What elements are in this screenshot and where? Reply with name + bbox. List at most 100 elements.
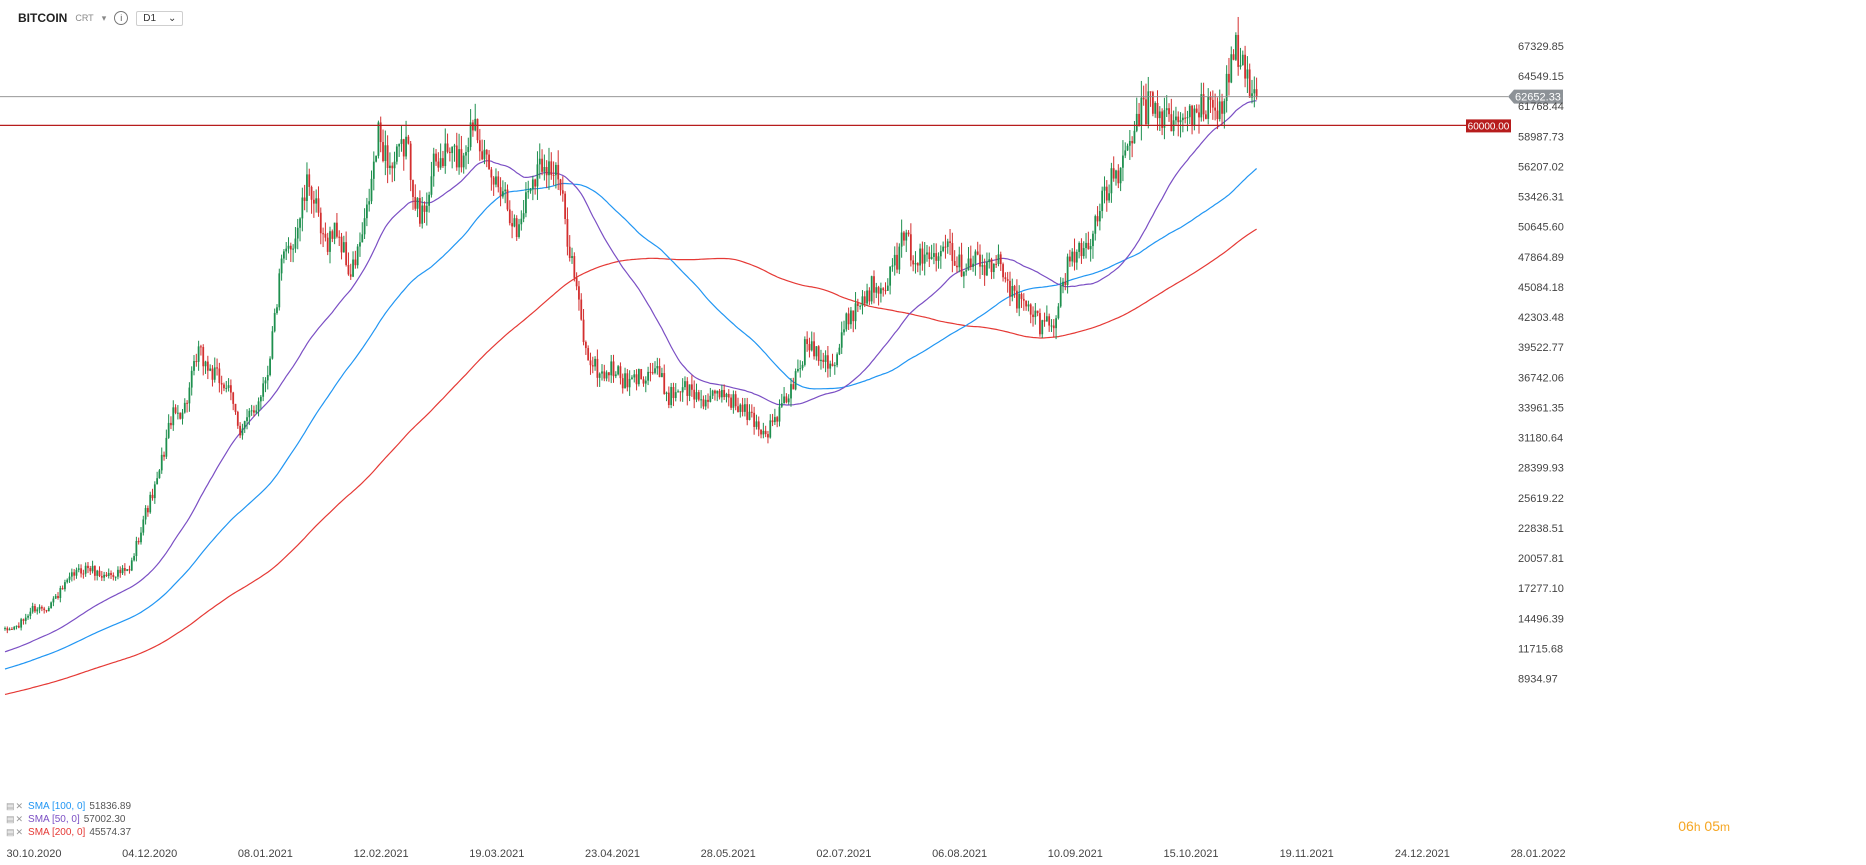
candle-body — [257, 401, 260, 411]
candle-body — [780, 403, 783, 407]
candle-body — [1175, 116, 1177, 121]
candle-body — [926, 252, 928, 255]
candle-body — [206, 361, 209, 371]
candle-body — [880, 288, 882, 294]
candle-body — [110, 573, 112, 576]
candle-body — [1193, 108, 1196, 126]
timer-minutes: 05 — [1704, 818, 1720, 834]
candle-body — [531, 179, 534, 190]
candle-body — [241, 428, 244, 436]
candle-body — [370, 178, 373, 202]
instrument-dropdown-icon[interactable]: ▾ — [101, 12, 107, 23]
legend-sma100: ▤✕ SMA [100, 0] 51836.89 — [6, 800, 131, 813]
candle-body — [1062, 281, 1064, 286]
candle-body — [1186, 117, 1189, 119]
candle-body — [538, 158, 541, 165]
candle-body — [836, 354, 839, 366]
candle-body — [1043, 320, 1046, 322]
candle-body — [695, 392, 698, 400]
candle-body — [465, 152, 467, 156]
y-tick-label: 17277.10 — [1518, 583, 1564, 595]
candle-body — [1241, 54, 1244, 66]
candle-body — [451, 146, 454, 154]
candle-body — [34, 606, 36, 612]
candle-body — [347, 264, 350, 275]
candle-body — [808, 344, 811, 351]
x-tick-label: 30.10.2020 — [6, 848, 61, 860]
candle-body — [833, 365, 836, 367]
y-tick-label: 31180.64 — [1518, 433, 1563, 445]
candle-body — [485, 149, 488, 155]
candle-body — [312, 199, 315, 204]
candle-body — [105, 574, 108, 577]
candle-body — [393, 161, 396, 169]
candle-body — [942, 246, 945, 251]
candle-body — [522, 213, 525, 219]
candle-body — [170, 422, 172, 426]
candle-body — [785, 396, 788, 403]
candle-body — [188, 387, 191, 404]
candle-body — [11, 628, 13, 630]
candle-body — [1124, 150, 1127, 156]
candle-body — [967, 258, 970, 271]
candle-body — [907, 232, 910, 235]
candle-body — [658, 366, 661, 378]
candle-body — [308, 174, 311, 187]
level-label-box[interactable] — [1466, 119, 1511, 133]
candle-body — [495, 176, 497, 185]
candle-body — [223, 384, 225, 389]
x-tick-label: 19.03.2021 — [469, 848, 524, 860]
candle-body — [670, 386, 673, 406]
indicator-settings-icon[interactable]: ▤✕ — [6, 801, 25, 811]
candle-body — [1078, 243, 1081, 252]
instrument-title[interactable]: BITCOIN — [18, 11, 68, 25]
y-tick-label: 25619.22 — [1518, 493, 1564, 505]
candle-body — [594, 358, 596, 367]
timeframe-select[interactable]: D1 ⌄ — [136, 10, 184, 26]
candle-body — [1094, 216, 1097, 234]
candle-body — [80, 568, 82, 574]
candle-body — [928, 252, 931, 260]
indicator-settings-icon[interactable]: ▤✕ — [6, 827, 25, 837]
candle-body — [338, 236, 341, 238]
candle-body — [1080, 243, 1083, 257]
candle-body — [1165, 108, 1168, 111]
candle-body — [1128, 140, 1131, 146]
candle-body — [990, 259, 993, 273]
level-label: 60000.00 — [1468, 121, 1510, 132]
candle-body — [1140, 97, 1143, 126]
candle-body — [829, 363, 832, 369]
candle-body — [995, 263, 998, 265]
candle-body — [515, 218, 518, 237]
candle-body — [96, 570, 99, 576]
candle-body — [1092, 233, 1094, 247]
plot-area — [0, 0, 1500, 865]
candle-body — [550, 161, 553, 176]
candle-body — [294, 238, 297, 249]
candle-body — [234, 403, 237, 412]
candle-body — [1214, 107, 1217, 111]
candle-body — [407, 136, 410, 144]
candle-body — [1057, 306, 1060, 319]
candle-body — [276, 307, 278, 313]
candle-body — [923, 254, 926, 264]
candle-body — [93, 565, 96, 576]
candle-body — [508, 209, 511, 224]
candle-body — [1156, 102, 1159, 119]
candle-body — [596, 358, 599, 378]
candle-body — [877, 287, 880, 294]
candle-body — [472, 122, 474, 131]
candle-body — [1122, 155, 1124, 168]
indicator-settings-icon[interactable]: ▤✕ — [6, 814, 25, 824]
candle-body — [1108, 193, 1110, 201]
candle-body — [266, 375, 269, 381]
y-tick-label: 58987.73 — [1518, 131, 1564, 143]
candle-body — [442, 158, 444, 167]
info-icon[interactable]: i — [114, 11, 129, 25]
candle-body — [36, 609, 39, 612]
candle-body — [543, 167, 546, 172]
candle-body — [4, 628, 6, 630]
candle-body — [935, 253, 938, 261]
candle-body — [939, 250, 942, 257]
